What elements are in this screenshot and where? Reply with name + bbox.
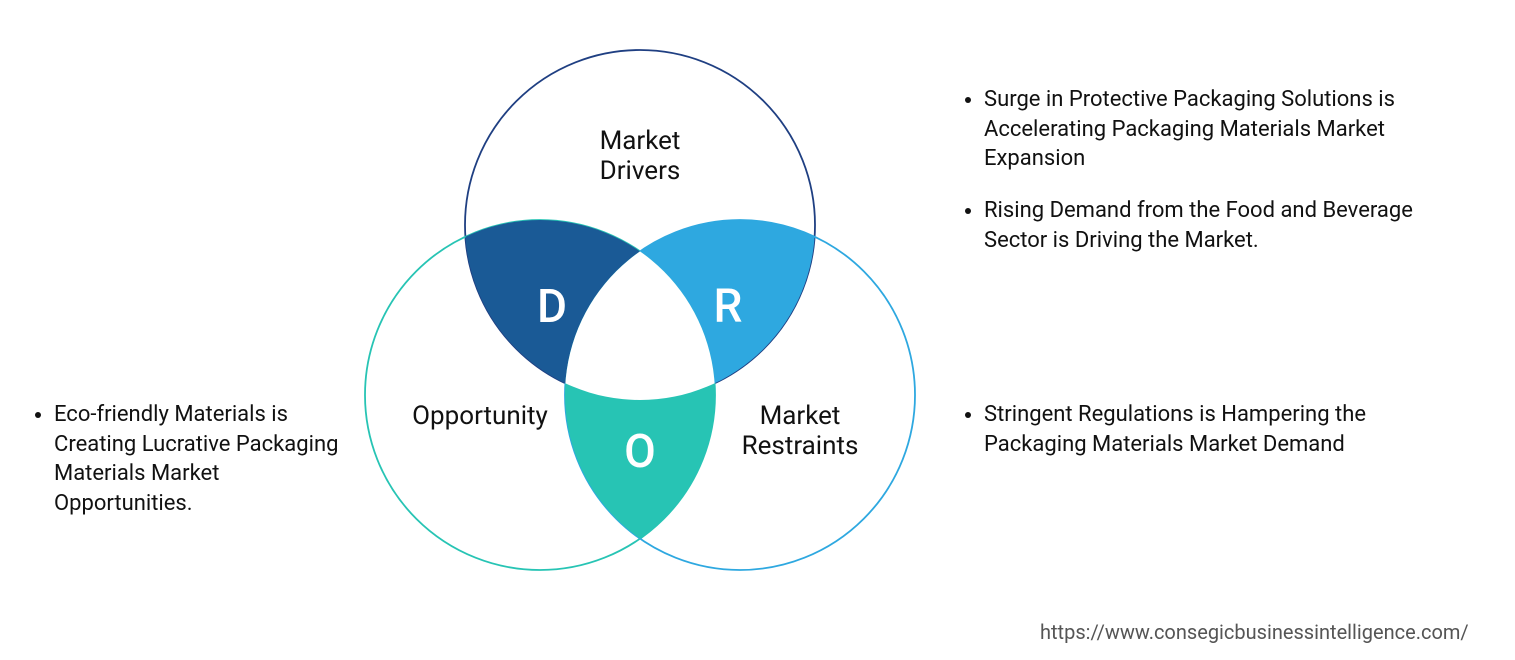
bullet-item: Eco-friendly Materials is Creating Lucra… xyxy=(54,400,360,519)
bullet-item: Rising Demand from the Food and Beverage… xyxy=(984,196,1430,255)
venn-letter-o: O xyxy=(624,425,656,479)
venn-letter-d: D xyxy=(537,280,567,334)
bullets-drivers: Surge in Protective Packaging Solutions … xyxy=(960,85,1430,255)
diagram-stage: D R O Market Drivers Opportunity Market … xyxy=(0,0,1515,660)
bullet-item: Stringent Regulations is Hampering the P… xyxy=(984,400,1430,459)
bullets-restraints: Stringent Regulations is Hampering the P… xyxy=(960,400,1430,459)
source-url: https://www.consegicbusinessintelligence… xyxy=(1040,620,1469,644)
venn-letter-r: R xyxy=(714,280,743,334)
bullet-item: Surge in Protective Packaging Solutions … xyxy=(984,85,1430,174)
bullets-opportunity: Eco-friendly Materials is Creating Lucra… xyxy=(30,400,360,519)
